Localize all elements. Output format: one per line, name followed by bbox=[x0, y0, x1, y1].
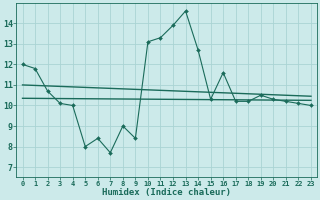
X-axis label: Humidex (Indice chaleur): Humidex (Indice chaleur) bbox=[102, 188, 231, 197]
